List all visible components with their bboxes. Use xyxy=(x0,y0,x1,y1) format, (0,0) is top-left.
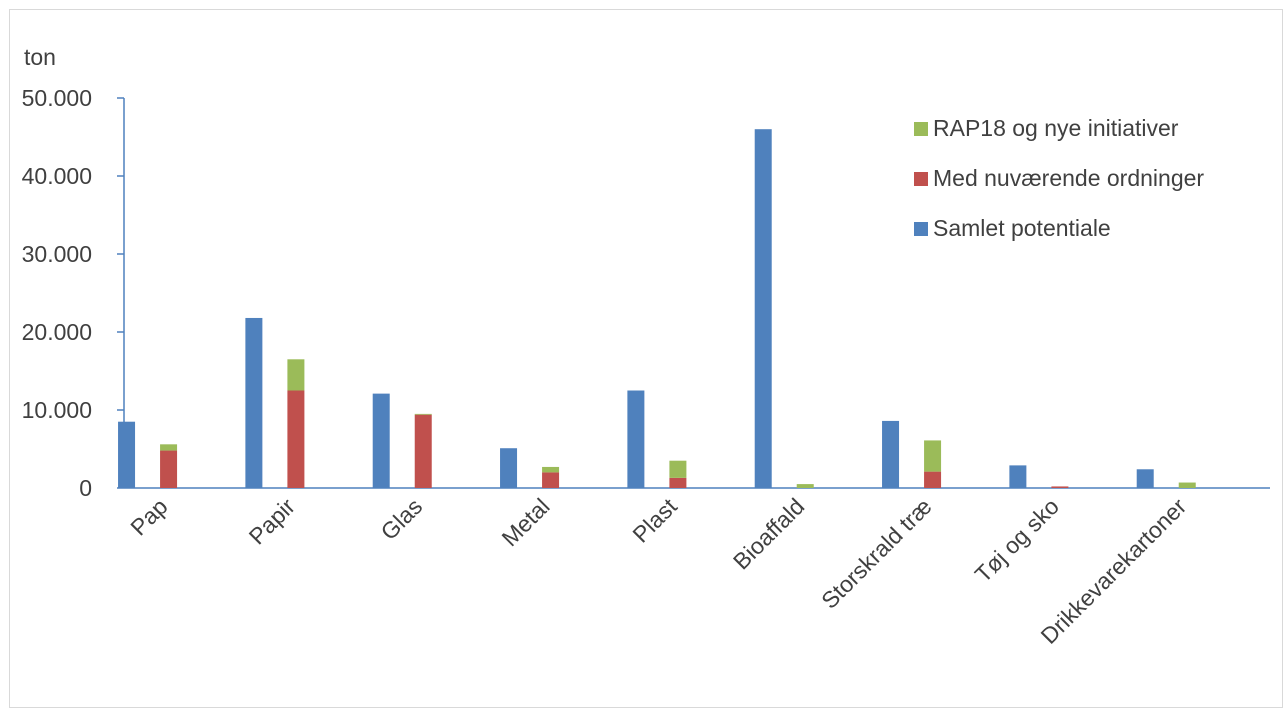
y-tick-label: 50.000 xyxy=(22,85,92,111)
y-tick-label: 20.000 xyxy=(22,319,92,345)
legend-swatch xyxy=(914,172,928,186)
y-tick-label: 0 xyxy=(79,475,92,501)
bar-samlet-potentiale-2 xyxy=(372,393,390,488)
bar-rap18-og-nye-initiativer-0 xyxy=(160,444,178,451)
legend-label: Samlet potentiale xyxy=(933,215,1111,241)
legend-label: RAP18 og nye initiativer xyxy=(933,115,1179,141)
bar-samlet-potentiale-6 xyxy=(882,420,900,488)
category-label: Pap xyxy=(125,493,172,540)
legend: RAP18 og nye initiativer Med nuværende or… xyxy=(914,115,1204,241)
bar-rap18-og-nye-initiativer-3 xyxy=(542,466,560,473)
bar-samlet-potentiale-8 xyxy=(1136,469,1154,488)
y-axis-unit-label: ton xyxy=(24,44,56,70)
bar-med-nuv-rende-ordninger-1 xyxy=(287,390,305,488)
bar-med-nuv-rende-ordninger-0 xyxy=(160,450,178,488)
bar-samlet-potentiale-0 xyxy=(118,421,136,488)
chart-frame xyxy=(9,9,1283,708)
bar-rap18-og-nye-initiativer-2 xyxy=(414,413,432,415)
bar-med-nuv-rende-ordninger-7 xyxy=(1051,486,1069,488)
bar-rap18-og-nye-initiativer-4 xyxy=(669,460,687,478)
legend-swatch xyxy=(914,122,928,136)
y-tick-label: 30.000 xyxy=(22,241,92,267)
bar-med-nuv-rende-ordninger-2 xyxy=(414,414,432,488)
bar-samlet-potentiale-7 xyxy=(1009,465,1027,488)
y-axis-ticks: 0 10.000 20.000 30.000 40.000 50.000 xyxy=(22,85,124,501)
bar-samlet-potentiale-4 xyxy=(627,390,645,488)
bar-rap18-og-nye-initiativer-5 xyxy=(796,484,814,488)
bar-med-nuv-rende-ordninger-4 xyxy=(669,477,687,488)
bar-rap18-og-nye-initiativer-8 xyxy=(1178,482,1196,488)
bar-rap18-og-nye-initiativer-1 xyxy=(287,359,305,391)
bars xyxy=(118,129,1196,488)
y-tick-label: 40.000 xyxy=(22,163,92,189)
bar-samlet-potentiale-1 xyxy=(245,317,263,488)
bar-rap18-og-nye-initiativer-6 xyxy=(924,440,942,472)
legend-swatch xyxy=(914,222,928,236)
category-label: Papir xyxy=(244,493,301,550)
category-label: Tøj og sko xyxy=(970,493,1064,587)
bar-med-nuv-rende-ordninger-6 xyxy=(924,471,942,488)
bar-samlet-potentiale-5 xyxy=(754,129,772,488)
bar-med-nuv-rende-ordninger-3 xyxy=(542,472,560,488)
category-label: Bioaffald xyxy=(728,493,809,574)
bar-samlet-potentiale-3 xyxy=(500,448,518,488)
category-label: Storskrald træ xyxy=(816,493,937,614)
category-label: Plast xyxy=(627,493,682,548)
category-labels: Pap Papir Glas Metal Plast Bioaffald Storskral… xyxy=(125,493,1191,649)
category-label: Glas xyxy=(375,493,427,545)
y-tick-label: 10.000 xyxy=(22,397,92,423)
category-label: Metal xyxy=(496,493,554,551)
legend-label: Med nuværende ordninger xyxy=(933,165,1204,191)
